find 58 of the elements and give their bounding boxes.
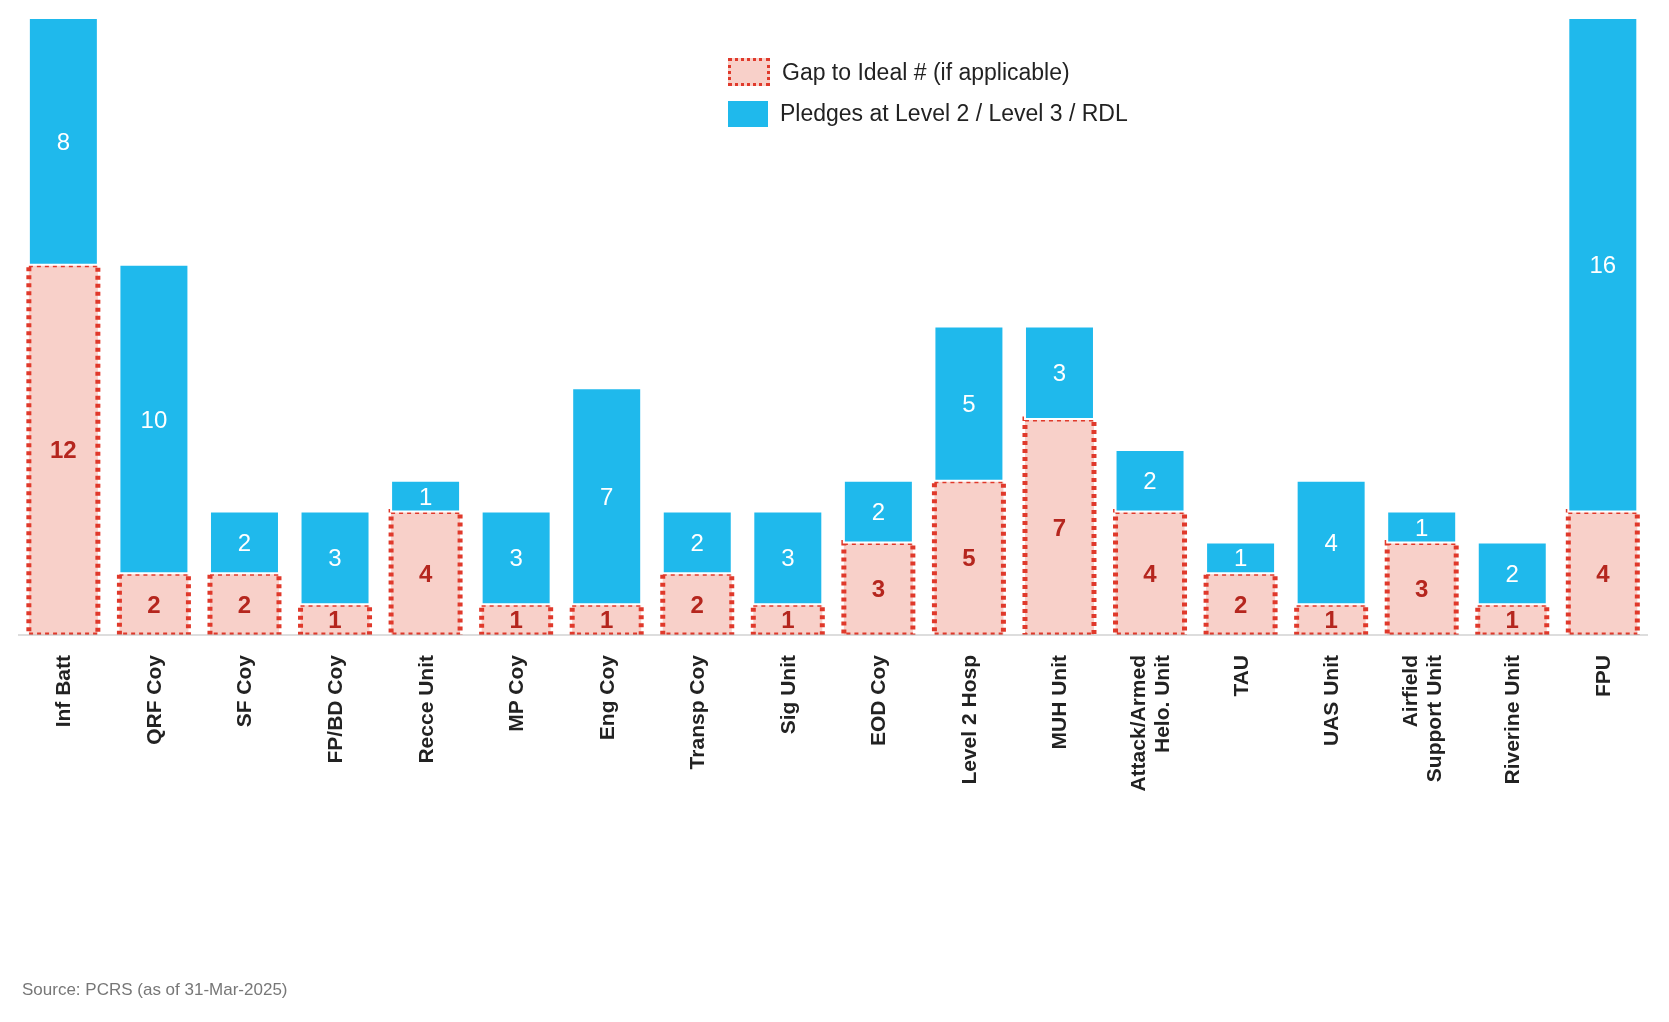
x-tick-label: Riverine Unit (1500, 655, 1524, 785)
data-label: 2 (1143, 467, 1157, 495)
x-tick-label: Attack/Armed Helo. Unit (1125, 655, 1173, 792)
x-tick-label: Airfield Support Unit (1397, 655, 1445, 783)
data-label: 3 (781, 544, 795, 572)
data-label: 7 (1052, 513, 1067, 541)
data-label: 3 (509, 544, 523, 572)
data-label: 3 (328, 544, 342, 572)
source-note: Source: PCRS (as of 31-Mar-2025) (22, 980, 288, 1000)
data-label: 1 (418, 482, 433, 510)
data-label: 2 (690, 528, 704, 556)
data-label: 10 (140, 405, 168, 433)
data-label: 2 (1233, 590, 1248, 618)
data-label: 12 (50, 436, 77, 464)
data-label: 1 (1505, 606, 1519, 634)
data-label: 1 (781, 606, 795, 634)
data-label: 2 (237, 528, 252, 556)
x-tick-label: FPU (1590, 655, 1614, 697)
data-label: 3 (1052, 359, 1067, 387)
data-label: 2 (147, 590, 161, 618)
data-label: 1 (600, 606, 614, 634)
data-label: 3 (1415, 575, 1429, 603)
x-tick-label: FP/BD Coy (322, 654, 346, 764)
x-tick-label: Recce Unit (413, 655, 437, 764)
data-label: 4 (1596, 559, 1611, 587)
data-label: 8 (56, 127, 71, 155)
data-label: 5 (962, 544, 976, 572)
x-tick-label: MUH Unit (1047, 655, 1071, 750)
x-tick-label: Inf Batt (51, 655, 75, 728)
legend-label: Pledges at Level 2 / Level 3 / RDL (780, 100, 1128, 127)
x-tick-label: SF Coy (232, 654, 256, 728)
x-tick-label: Eng Coy (594, 654, 618, 741)
data-label: 4 (418, 559, 433, 587)
x-tick-label: UAS Unit (1319, 655, 1343, 746)
data-label: 1 (1233, 544, 1248, 572)
legend-label: Gap to Ideal # (if applicable) (782, 58, 1070, 86)
x-tick-label: Sig Unit (775, 655, 799, 735)
x-tick-label: Transp Coy (685, 654, 709, 770)
data-label: 1 (328, 606, 342, 634)
data-label: 3 (871, 575, 886, 603)
data-label: 1 (509, 606, 523, 634)
x-tick-label: TAU (1228, 655, 1252, 697)
bar (390, 479, 462, 513)
data-label: 2 (1505, 559, 1519, 587)
data-label: 16 (1589, 251, 1617, 279)
x-tick-label: EOD Coy (866, 654, 890, 747)
data-label: 2 (690, 590, 704, 618)
data-label: 4 (1143, 559, 1158, 587)
data-label: 2 (237, 590, 252, 618)
data-label: 7 (600, 482, 614, 510)
x-tick-label: QRF Coy (141, 654, 165, 745)
data-label: 5 (962, 390, 976, 418)
x-tick-label: MP Coy (504, 654, 528, 732)
data-label: 1 (1415, 513, 1429, 541)
x-tick-label: Level 2 Hosp (956, 655, 980, 785)
data-label: 1 (1324, 606, 1338, 634)
data-label: 4 (1324, 528, 1338, 556)
data-label: 2 (871, 498, 886, 526)
